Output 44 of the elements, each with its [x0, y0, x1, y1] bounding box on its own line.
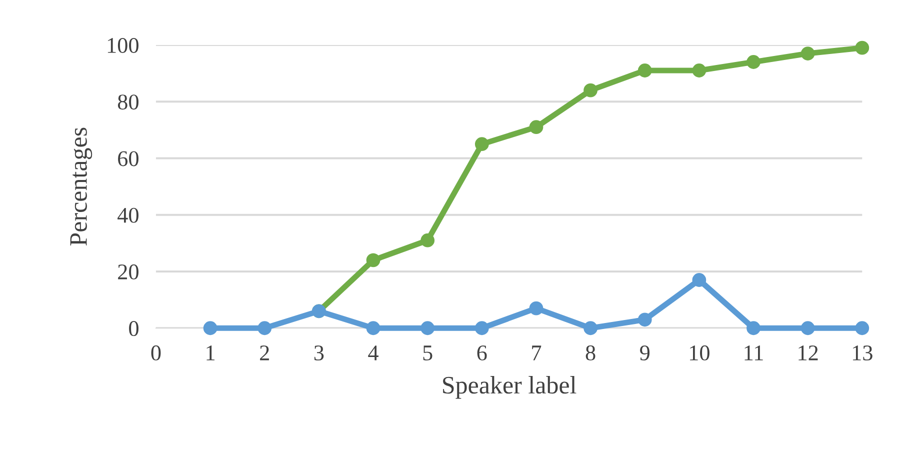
x-tick-label: 8 [586, 345, 596, 360]
y-tick-label: 100 [108, 38, 138, 53]
point [638, 312, 652, 327]
x-tick-label: 5 [423, 346, 432, 360]
point [366, 321, 380, 336]
point [800, 321, 815, 336]
point [638, 64, 652, 78]
y-tick-label: 80 [118, 94, 138, 110]
point [529, 301, 544, 316]
point [800, 46, 815, 60]
point [584, 83, 598, 98]
point [746, 55, 760, 69]
x-tick-label: 10 [690, 345, 710, 360]
x-tick-label: 9 [640, 345, 650, 360]
x-tick-label: 13 [852, 345, 872, 360]
point [366, 253, 380, 268]
point [474, 137, 489, 152]
x-axis-title: Speaker label [443, 376, 576, 399]
point [692, 64, 706, 78]
x-tick-label: 0 [151, 345, 161, 360]
point [420, 233, 435, 248]
point [474, 321, 489, 336]
x-tick-label: 3 [314, 345, 324, 360]
x-tick-label: 2 [260, 345, 269, 360]
point [855, 321, 870, 336]
y-tick-label: 0 [129, 321, 138, 336]
x-tick-label: 4 [368, 346, 378, 360]
point [203, 321, 218, 336]
point [855, 40, 870, 55]
point [692, 273, 706, 287]
x-tick-label: 6 [477, 345, 487, 360]
point [584, 321, 598, 336]
y-tick-label: 40 [118, 208, 138, 223]
point [746, 321, 760, 336]
x-tick-label: 1 [206, 346, 215, 360]
y-tick-label: 20 [118, 264, 138, 280]
x-tick-label: 12 [798, 345, 818, 360]
y-tick-label: 60 [118, 151, 138, 166]
point [258, 321, 272, 336]
point [420, 321, 435, 336]
y-axis-title: Percentages [70, 128, 92, 246]
x-tick-label: 7 [532, 346, 542, 360]
x-tick-label: 11 [744, 346, 763, 360]
point [529, 120, 544, 134]
